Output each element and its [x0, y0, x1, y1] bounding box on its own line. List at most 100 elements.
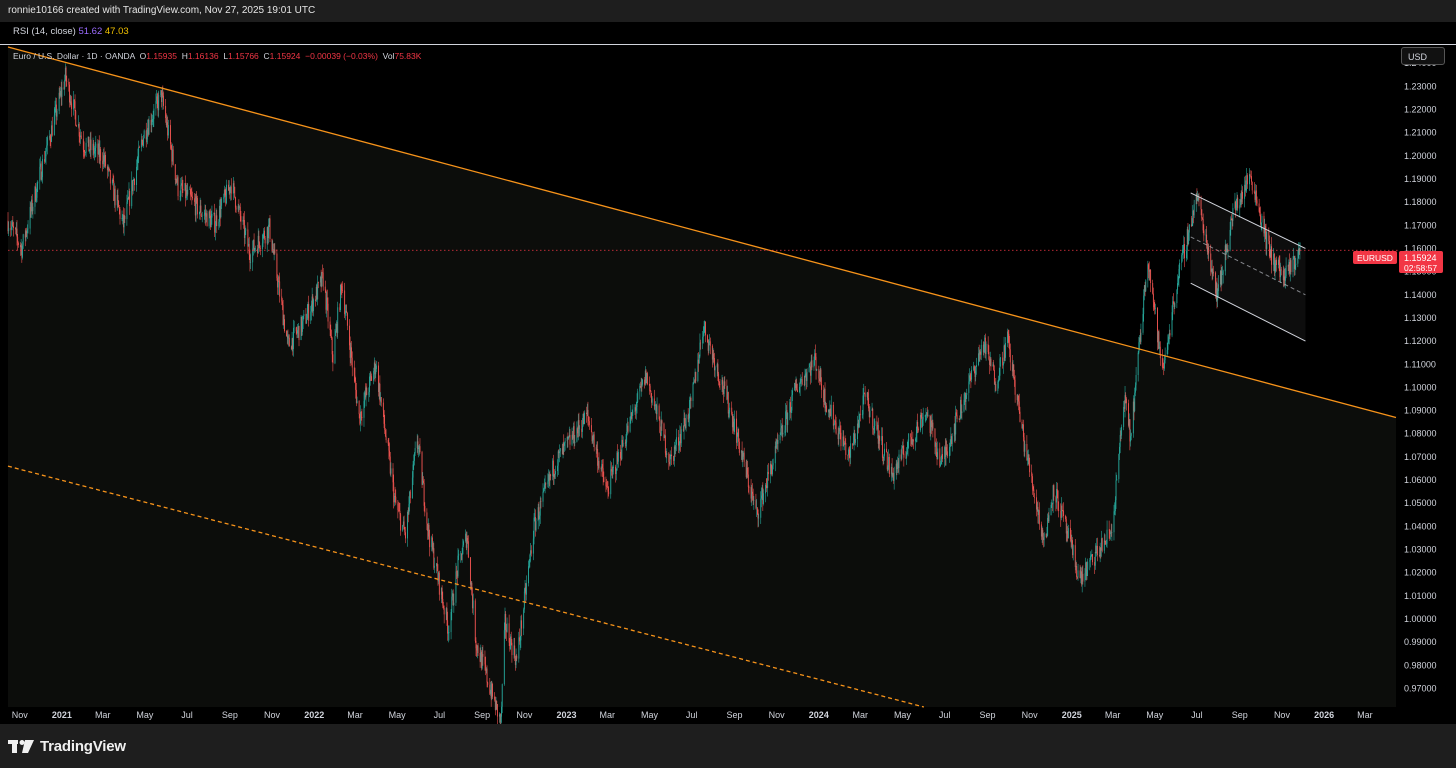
candle — [834, 419, 836, 425]
candle — [300, 314, 302, 341]
candle — [423, 478, 425, 512]
channel-upper-line[interactable] — [1190, 192, 1306, 249]
candle — [934, 428, 936, 455]
candle — [297, 323, 299, 339]
candle — [61, 79, 63, 106]
price-tick-label: 1.04000 — [1404, 521, 1437, 531]
candle — [1279, 255, 1281, 282]
candle — [1202, 213, 1204, 234]
candle — [712, 347, 714, 365]
candle — [770, 460, 772, 475]
candle — [608, 486, 610, 497]
time-tick-label: Mar — [95, 710, 111, 720]
currency-button[interactable]: USD — [1401, 47, 1445, 65]
candle — [1159, 341, 1161, 366]
candle — [746, 459, 748, 479]
candle — [165, 98, 167, 123]
symbol-description[interactable]: Euro / U.S. Dollar · 1D · OANDA — [13, 51, 135, 61]
candle — [994, 381, 996, 393]
candle — [903, 445, 905, 467]
rsi-indicator-label[interactable]: RSI (14, close) 51.62 47.03 — [13, 26, 129, 37]
candle — [126, 194, 128, 226]
candle — [105, 151, 106, 169]
price-chart[interactable]: 1.240001.230001.220001.210001.200001.190… — [0, 0, 1456, 724]
candle — [373, 357, 375, 380]
candle — [644, 366, 646, 386]
time-tick-label: Nov — [769, 710, 786, 720]
candle — [586, 403, 588, 417]
candle — [835, 416, 837, 435]
candle — [440, 587, 442, 603]
candle — [1235, 198, 1237, 211]
candle — [501, 683, 503, 714]
candle — [114, 183, 115, 208]
channel-lower-line[interactable] — [1190, 282, 1306, 342]
candle — [71, 96, 73, 117]
time-tick-label: Sep — [1232, 710, 1248, 720]
candle — [596, 441, 598, 454]
tradingview-logo[interactable]: TradingView — [8, 738, 126, 755]
candle — [1129, 419, 1131, 451]
time-axis[interactable]: Nov 2021 Mar May Jul Sep Nov 2022 Mar May Jul Sep No… — [12, 710, 1373, 720]
trendline-line[interactable] — [7, 465, 925, 708]
candle — [944, 445, 946, 468]
candle — [1056, 481, 1058, 509]
candle — [944, 438, 946, 466]
candle — [269, 215, 271, 243]
candle — [322, 264, 323, 279]
candle — [1021, 419, 1023, 430]
candle — [98, 140, 100, 155]
candle — [160, 89, 162, 98]
pane-separator[interactable] — [0, 44, 1456, 45]
candle — [288, 334, 290, 347]
candle — [73, 99, 75, 109]
candle — [211, 205, 213, 225]
candle — [481, 650, 482, 671]
candle — [50, 133, 52, 149]
candle — [327, 297, 329, 329]
candle — [922, 407, 924, 426]
candle — [408, 496, 410, 516]
time-tick-label: Mar — [1357, 710, 1373, 720]
candle — [316, 284, 318, 300]
candle — [1283, 267, 1285, 288]
candle — [366, 383, 368, 396]
candle — [1221, 267, 1223, 286]
channel-mid-line[interactable] — [1190, 236, 1306, 296]
candle — [405, 526, 406, 544]
candle — [995, 377, 997, 392]
candle — [397, 499, 399, 519]
candle — [344, 282, 346, 319]
candle — [167, 119, 169, 139]
candle — [634, 404, 636, 415]
candle — [145, 122, 147, 148]
candle — [1139, 334, 1141, 351]
price-tag-countdown: 02:58:57 — [1404, 263, 1437, 273]
candle — [1186, 226, 1188, 260]
candle — [960, 396, 961, 420]
candle — [484, 650, 486, 671]
candle — [1085, 561, 1087, 581]
candle — [615, 468, 617, 481]
price-tick-label: 1.08000 — [1404, 429, 1437, 439]
drawings[interactable] — [7, 46, 1397, 708]
candle — [1043, 533, 1044, 548]
candle — [1106, 520, 1108, 548]
candle — [707, 334, 708, 344]
candle — [95, 135, 97, 158]
candle — [1222, 269, 1224, 284]
rsi-title: RSI (14, close) — [13, 26, 76, 37]
candle — [186, 182, 188, 197]
candle — [935, 438, 937, 458]
candle — [969, 373, 971, 382]
candle — [805, 368, 807, 390]
price-axis[interactable]: 1.240001.230001.220001.210001.200001.190… — [1404, 58, 1437, 693]
candle — [244, 225, 246, 244]
candle — [133, 176, 135, 181]
candle — [922, 413, 923, 435]
trendline-line[interactable] — [7, 46, 1397, 419]
candle — [616, 450, 618, 471]
candle — [1290, 257, 1292, 275]
candle — [234, 196, 236, 213]
candle — [26, 224, 28, 239]
